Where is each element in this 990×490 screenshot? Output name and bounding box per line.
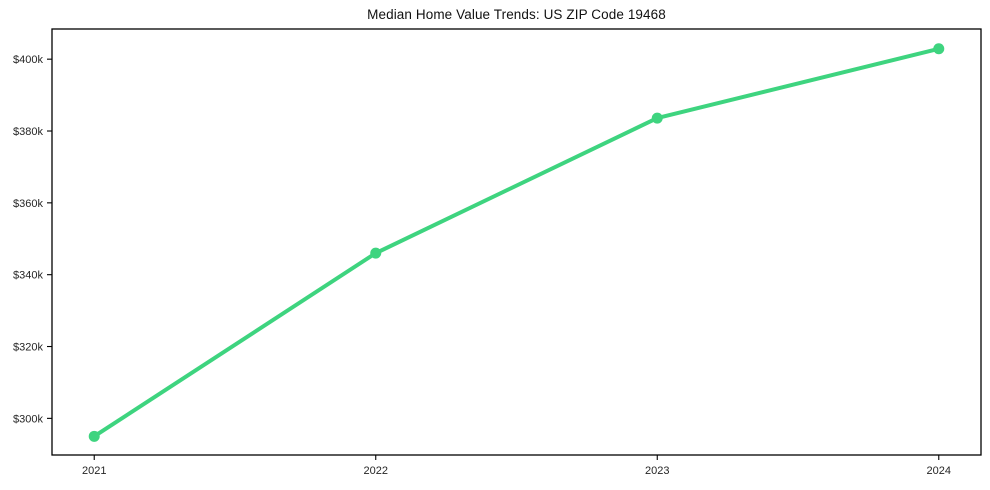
- data-point-marker: [933, 43, 945, 55]
- series-line: [92, 46, 941, 439]
- y-tick-label: $360k: [13, 198, 43, 210]
- x-tick-label: 2021: [82, 465, 106, 477]
- chart-title: Median Home Value Trends: US ZIP Code 19…: [367, 7, 666, 22]
- axes-spines: [51, 28, 982, 456]
- y-tick-label: $300k: [13, 413, 43, 425]
- x-tick-label: 2024: [927, 465, 951, 477]
- x-tick-label: 2023: [645, 465, 669, 477]
- y-tick-label: $400k: [13, 54, 43, 66]
- y-tick-label: $320k: [13, 342, 43, 354]
- y-tick-label: $340k: [13, 270, 43, 282]
- data-point-marker: [88, 430, 100, 442]
- data-point-marker: [370, 247, 382, 259]
- data-point-marker: [651, 112, 663, 124]
- y-tick-label: $380k: [13, 126, 43, 138]
- x-tick-label: 2022: [364, 465, 388, 477]
